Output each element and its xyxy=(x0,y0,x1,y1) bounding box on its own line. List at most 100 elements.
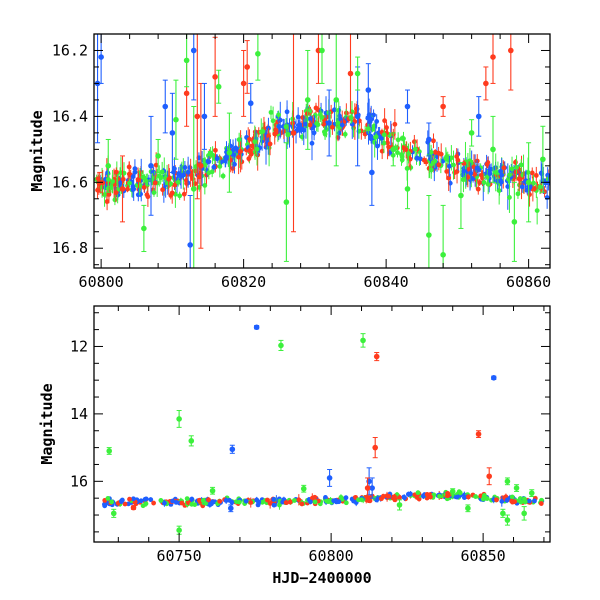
red-data-point xyxy=(299,501,305,507)
top-light-curve-panel: 60800 60820 60840 60860 16.2 16.4 16.6 16.8 Mag… xyxy=(28,33,551,291)
blue-data-point xyxy=(206,159,212,165)
green-data-point xyxy=(451,162,456,168)
blue-data-point xyxy=(375,496,381,502)
green-data-point xyxy=(490,146,496,153)
green-data-point xyxy=(237,499,242,505)
red-data-point xyxy=(367,498,373,504)
green-data-point xyxy=(437,493,442,499)
red-data-point xyxy=(452,170,458,175)
green-data-point xyxy=(395,150,400,156)
red-data-point xyxy=(217,498,223,504)
green-data-point xyxy=(440,252,446,258)
green-data-point xyxy=(390,146,397,153)
blue-data-point xyxy=(326,475,333,481)
blue-data-point xyxy=(498,168,504,174)
red-data-point xyxy=(274,129,280,135)
blue-data-point xyxy=(190,47,197,54)
green-data-point xyxy=(217,164,223,169)
green-data-point xyxy=(290,116,296,122)
red-data-point xyxy=(432,149,438,155)
red-data-point xyxy=(244,64,250,70)
red-data-point xyxy=(440,103,446,110)
top-panel-data-points xyxy=(94,34,550,268)
blue-data-point xyxy=(331,498,337,504)
red-data-point xyxy=(490,54,496,60)
x-tick-label: 60800 xyxy=(79,273,124,291)
blue-data-point xyxy=(211,164,217,170)
red-data-point xyxy=(386,144,392,150)
green-data-point xyxy=(525,179,532,186)
red-data-point xyxy=(296,497,302,503)
green-data-point xyxy=(105,495,111,501)
red-data-point xyxy=(122,501,128,507)
blue-data-point xyxy=(276,124,282,129)
red-data-point xyxy=(189,173,195,179)
red-data-point xyxy=(213,147,218,153)
blue-data-point xyxy=(98,54,104,60)
green-data-point xyxy=(465,505,471,512)
blue-data-point xyxy=(142,496,148,502)
green-data-point xyxy=(312,499,318,505)
red-data-point xyxy=(513,159,518,165)
blue-data-point xyxy=(256,499,262,505)
green-data-point xyxy=(220,173,226,179)
red-data-point xyxy=(160,187,166,193)
red-data-point xyxy=(300,115,306,120)
green-data-point xyxy=(254,146,260,152)
blue-data-point xyxy=(169,130,176,136)
green-data-point xyxy=(215,83,222,90)
green-data-point xyxy=(540,156,546,163)
green-data-point xyxy=(518,162,524,168)
red-data-point xyxy=(484,161,490,167)
green-data-point xyxy=(396,502,403,508)
green-data-point xyxy=(175,179,181,185)
green-data-point xyxy=(528,490,535,496)
green-data-point xyxy=(260,129,266,134)
blue-data-point xyxy=(185,169,191,175)
green-data-point xyxy=(342,131,348,137)
green-data-point xyxy=(531,180,536,186)
blue-data-point xyxy=(332,107,337,113)
red-data-point xyxy=(240,80,247,87)
blue-data-point xyxy=(526,498,532,504)
bottom-panel-frame xyxy=(93,305,551,543)
red-data-point xyxy=(479,172,484,178)
blue-data-point xyxy=(226,497,232,503)
green-data-point xyxy=(415,490,421,496)
blue-data-point xyxy=(446,163,452,169)
green-data-point xyxy=(319,47,325,54)
red-data-point xyxy=(168,193,174,198)
y-tick-label: 14 xyxy=(70,405,88,423)
green-data-point xyxy=(304,97,311,103)
green-data-point xyxy=(127,180,132,186)
blue-data-point xyxy=(474,165,480,171)
red-data-point xyxy=(106,192,112,197)
green-data-point xyxy=(514,164,519,170)
red-data-point xyxy=(151,500,157,506)
blue-data-point xyxy=(187,242,193,248)
green-data-point xyxy=(202,162,208,168)
red-data-point xyxy=(533,173,539,178)
blue-data-point xyxy=(295,126,301,132)
green-data-point xyxy=(140,503,146,509)
red-data-point xyxy=(120,176,126,182)
blue-data-point xyxy=(379,135,385,141)
green-data-point xyxy=(189,501,195,507)
green-data-point xyxy=(158,498,164,503)
y-tick-label: 16.4 xyxy=(52,107,88,125)
red-data-point xyxy=(194,113,201,120)
green-data-point xyxy=(521,510,527,517)
green-data-point xyxy=(456,489,462,495)
red-data-point xyxy=(166,176,172,182)
red-data-point xyxy=(403,147,409,153)
green-data-point xyxy=(481,180,487,185)
blue-data-point xyxy=(461,168,467,174)
green-data-point xyxy=(518,499,524,505)
blue-data-point xyxy=(118,180,124,186)
y-tick-label: 16.6 xyxy=(52,173,88,191)
blue-data-point xyxy=(368,116,374,122)
green-data-point xyxy=(511,219,518,225)
red-data-point xyxy=(431,138,436,144)
green-data-point xyxy=(426,232,432,238)
red-data-point xyxy=(95,187,100,193)
